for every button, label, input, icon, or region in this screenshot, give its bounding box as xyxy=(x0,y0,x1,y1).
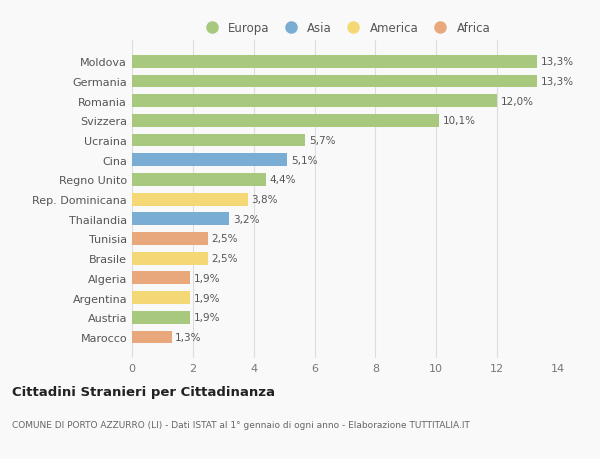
Text: 5,7%: 5,7% xyxy=(309,136,335,146)
Text: 1,9%: 1,9% xyxy=(193,313,220,323)
Bar xyxy=(132,95,497,108)
Bar xyxy=(132,291,190,304)
Text: 2,5%: 2,5% xyxy=(212,234,238,244)
Text: 13,3%: 13,3% xyxy=(541,77,574,87)
Bar xyxy=(132,331,172,344)
Text: 12,0%: 12,0% xyxy=(501,96,534,106)
Text: 13,3%: 13,3% xyxy=(541,57,574,67)
Bar xyxy=(132,272,190,285)
Text: Cittadini Stranieri per Cittadinanza: Cittadini Stranieri per Cittadinanza xyxy=(12,385,275,398)
Bar xyxy=(132,75,537,88)
Text: 1,3%: 1,3% xyxy=(175,332,202,342)
Bar xyxy=(132,115,439,128)
Bar xyxy=(132,311,190,324)
Bar xyxy=(132,213,229,226)
Text: 2,5%: 2,5% xyxy=(212,254,238,263)
Text: 3,8%: 3,8% xyxy=(251,195,278,205)
Bar xyxy=(132,174,266,186)
Text: 4,4%: 4,4% xyxy=(269,175,296,185)
Text: 1,9%: 1,9% xyxy=(193,293,220,303)
Text: COMUNE DI PORTO AZZURRO (LI) - Dati ISTAT al 1° gennaio di ogni anno - Elaborazi: COMUNE DI PORTO AZZURRO (LI) - Dati ISTA… xyxy=(12,420,470,429)
Text: 1,9%: 1,9% xyxy=(193,273,220,283)
Bar xyxy=(132,154,287,167)
Bar xyxy=(132,56,537,68)
Text: 5,1%: 5,1% xyxy=(291,155,317,165)
Bar xyxy=(132,193,248,206)
Text: 10,1%: 10,1% xyxy=(443,116,476,126)
Bar xyxy=(132,252,208,265)
Text: 3,2%: 3,2% xyxy=(233,214,260,224)
Legend: Europa, Asia, America, Africa: Europa, Asia, America, Africa xyxy=(196,19,494,39)
Bar xyxy=(132,134,305,147)
Bar xyxy=(132,233,208,246)
